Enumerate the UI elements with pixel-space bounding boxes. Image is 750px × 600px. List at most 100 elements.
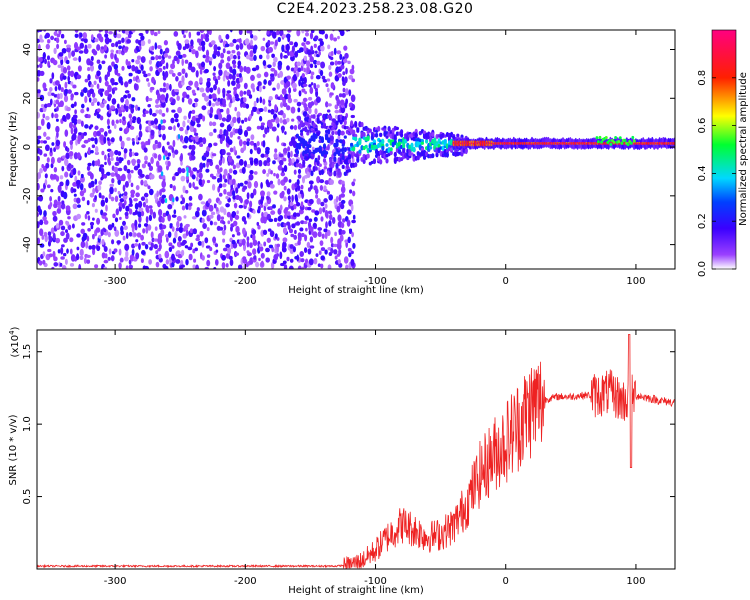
spectrogram-cell	[198, 113, 203, 120]
spectrogram-cell	[327, 143, 330, 151]
spectrogram-cell	[98, 180, 103, 186]
spectrogram-cell	[339, 161, 343, 165]
spectrogram-cell	[315, 96, 321, 104]
spectrogram-cell	[59, 92, 63, 100]
spectrogram-cell	[227, 247, 232, 255]
spectrogram-cell	[188, 31, 192, 39]
spectrogram-cell	[72, 57, 78, 61]
spectrogram-cell	[297, 67, 302, 73]
spectrogram-cell	[213, 44, 218, 52]
spectrogram-cell	[78, 55, 82, 63]
spectrogram-cell	[291, 194, 294, 203]
spectrogram-cell	[329, 61, 335, 66]
spectrogram-cell	[137, 137, 141, 141]
spectrogram-cell	[89, 192, 95, 198]
spectrogram-cell	[282, 241, 287, 249]
spectrogram-cell	[338, 248, 342, 256]
spectrogram-cell	[389, 150, 393, 156]
spectrogram-cell	[71, 50, 76, 57]
spectrogram-cell	[249, 207, 253, 212]
spectrogram-cell	[131, 59, 135, 63]
spectrogram-cell	[281, 44, 285, 53]
spectrogram-cell	[282, 112, 286, 119]
spectrogram-cell	[333, 170, 337, 177]
spectrogram-cell	[298, 79, 301, 87]
spectrogram-cell	[339, 99, 345, 106]
spectrogram-cell	[67, 216, 71, 220]
spectrogram-cell	[182, 120, 186, 128]
spectrogram-cell	[172, 139, 176, 148]
spectrogram-cell	[104, 74, 108, 82]
spectrogram-cell	[119, 257, 124, 263]
spectrogram-cell	[303, 55, 308, 61]
spectrogram-cell	[325, 114, 329, 119]
spectrogram-cell	[306, 66, 310, 74]
spectrogram-cell	[180, 249, 185, 257]
spectrogram-cell	[67, 89, 72, 94]
spectrogram-cell	[109, 150, 114, 158]
spectrogram-cell	[219, 128, 223, 136]
spectrogram-cell	[276, 82, 281, 90]
spectrogram-cell	[98, 63, 102, 71]
spectrogram-cell	[135, 239, 139, 243]
spectrogram-cell	[148, 97, 153, 102]
spectrogram-cell	[322, 124, 327, 129]
spectrogram-cell	[300, 129, 304, 134]
spectrogram-cell	[262, 85, 266, 90]
page-title: C2E4.2023.258.23.08.G20	[276, 1, 474, 17]
spectrogram-cell	[246, 192, 250, 200]
spectrogram-cell	[209, 220, 213, 226]
spectrogram-cell	[316, 176, 321, 184]
spectrogram-cell	[160, 125, 166, 131]
spectrogram-cell	[318, 50, 321, 56]
spectrogram-cell	[263, 79, 267, 85]
spectrogram-cell	[262, 60, 267, 66]
spectrogram-cell	[343, 256, 349, 264]
spectrogram-cell	[134, 209, 139, 215]
spectrogram-cell	[128, 72, 133, 77]
spectrogram-cell	[328, 213, 333, 221]
spectrogram-cell	[177, 253, 183, 259]
spectrogram-cell	[191, 144, 196, 151]
spectrogram-cell	[389, 147, 393, 152]
spectrogram-cell	[250, 134, 255, 141]
spectrogram-cell	[160, 171, 164, 177]
spectrogram-cell	[107, 156, 111, 164]
spectrogram-cell	[143, 223, 149, 227]
spectrogram-cell	[107, 224, 113, 231]
spectrogram-cell	[229, 53, 234, 60]
spectrogram-cell	[124, 181, 129, 188]
spectrogram-cell	[205, 149, 210, 158]
spectrogram-cell	[143, 73, 148, 78]
spectrogram-cell	[322, 207, 326, 213]
spectrogram-cell	[143, 147, 148, 153]
spectrogram-cell	[379, 133, 383, 137]
spectrogram-cell	[158, 257, 163, 263]
spectrogram-cell	[136, 232, 142, 238]
spectrogram-cell	[273, 172, 276, 177]
spectrogram-cell	[309, 86, 314, 95]
spectrogram-cell	[87, 74, 91, 81]
spectrogram-cell	[262, 169, 266, 175]
spectrogram-cell	[219, 206, 225, 213]
spectrogram-cell	[43, 220, 49, 225]
spectrogram-cell	[232, 164, 237, 170]
spectrogram-cell	[225, 62, 231, 70]
spectrogram-cell	[325, 221, 328, 229]
spectrogram-cell	[286, 105, 291, 111]
spectrogram-cell	[204, 237, 209, 244]
spectrogram-cell	[148, 126, 151, 132]
spectrogram-cell	[346, 219, 351, 227]
spectrogram-cell	[329, 157, 333, 164]
spectrogram-cell	[73, 193, 77, 197]
spectrogram-cell	[252, 209, 256, 214]
spectrogram-cell	[139, 173, 145, 178]
spectrogram-cell	[40, 188, 45, 193]
spectrogram-cell	[328, 64, 332, 71]
spectrogram-cell	[80, 108, 85, 114]
spectrogram-cell	[183, 115, 187, 120]
spectrogram-cell	[210, 40, 216, 45]
spectrogram-cell	[213, 203, 217, 209]
spectrogram-cell	[229, 178, 233, 186]
spectrogram-cell	[194, 247, 198, 252]
